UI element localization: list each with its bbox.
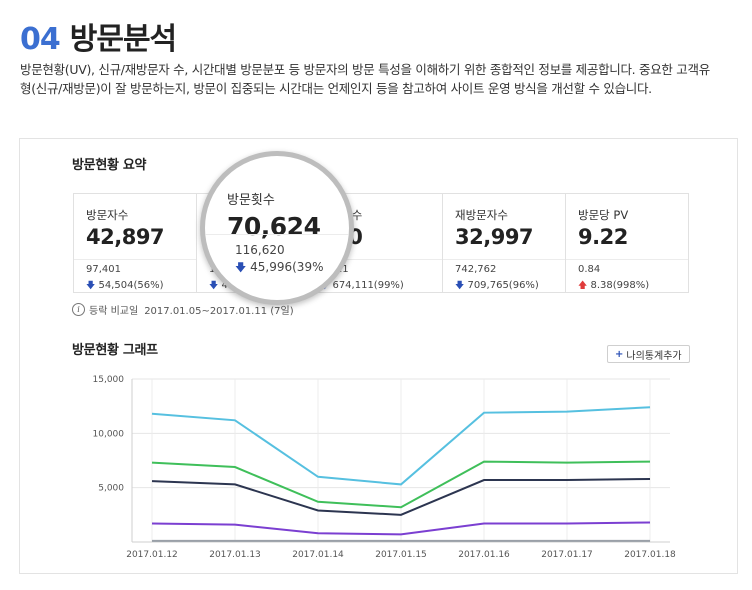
add-my-stats-button[interactable]: + 나의통계추가	[607, 345, 690, 363]
cell-change: 🡅 8.38(998%)	[578, 280, 650, 291]
summary-cell-pv: 방문당 PV 9.22 0.84 🡅 8.38(998%)	[566, 194, 688, 292]
cell-change-value: 54,504(56%)	[98, 280, 164, 291]
section-number: 04	[20, 22, 61, 57]
cell-label: 재방문자수	[455, 208, 508, 222]
compare-range: 2017.01.05~2017.01.11 (7일)	[144, 306, 294, 317]
compare-label: 등락 비교일	[89, 306, 139, 317]
page-title: 방문분석	[69, 22, 177, 57]
magnifier-divider	[205, 234, 349, 235]
magnifier-label: 방문횟수	[227, 193, 275, 208]
cell-label: 방문당 PV	[578, 208, 629, 222]
arrow-up-icon: 🡅	[578, 281, 588, 291]
magnifier-change: 🡇 45,996(39%	[235, 260, 324, 274]
x-tick-label: 2017.01.12	[126, 550, 178, 560]
cell-divider	[74, 259, 196, 260]
x-tick-label: 2017.01.18	[624, 550, 676, 560]
cell-divider	[443, 259, 565, 260]
magnifier-lens: 방문횟수 70,624 116,620 🡇 45,996(39%	[200, 151, 354, 305]
arrow-down-icon: 🡇	[235, 261, 247, 274]
magnifier-value: 70,624	[227, 212, 321, 241]
series-line-3	[151, 521, 651, 536]
cell-divider	[320, 259, 442, 260]
cell-value: 32,997	[455, 225, 534, 249]
summary-cell-visitors: 방문자수 42,897 97,401 🡇 54,504(56%)	[74, 194, 197, 292]
series-line-0	[151, 406, 651, 486]
cell-change-partial: 🡇 4	[209, 280, 228, 291]
cell-change: 🡇 709,765(96%)	[455, 280, 539, 291]
series-line-1	[151, 460, 651, 509]
x-tick-label: 2017.01.14	[292, 550, 344, 560]
cell-label: 방문자수	[86, 208, 129, 222]
page-header: 04 방문분석	[20, 14, 177, 58]
x-tick-label: 2017.01.17	[541, 550, 593, 560]
info-icon: i	[72, 303, 85, 316]
cell-divider	[566, 259, 688, 260]
x-tick-label: 2017.01.13	[209, 550, 261, 560]
compare-note: i 등락 비교일 2017.01.05~2017.01.11 (7일)	[72, 302, 294, 317]
cell-prev: 742,762	[455, 264, 497, 275]
x-tick-label: 2017.01.16	[458, 550, 510, 560]
arrow-down-icon: 🡇	[86, 281, 96, 291]
cell-prev: 97,401	[86, 264, 121, 275]
graph-title: 방문현황 그래프	[72, 343, 158, 358]
report-panel: 방문현황 요약 방문자수 42,897 97,401 🡇 54,504(56%)…	[19, 138, 738, 574]
cell-change: 🡇 54,504(56%)	[86, 278, 163, 294]
visit-line-chart: 15,000 10,000 5,000 2017.01.12 2017.01.13 201…	[93, 375, 677, 560]
summary-cell-returning: 재방문자수 32,997 742,762 🡇 709,765(96%)	[443, 194, 566, 292]
magnifier-prev: 116,620	[235, 243, 285, 257]
add-my-stats-label: 나의통계추가	[626, 350, 682, 362]
magnifier-content: 방문횟수 70,624	[227, 189, 349, 241]
cell-value: 42,897	[86, 225, 165, 249]
y-tick-label: 5,000	[98, 484, 124, 494]
y-tick-label: 10,000	[93, 429, 125, 439]
summary-title: 방문현황 요약	[72, 158, 147, 173]
x-tick-label: 2017.01.15	[375, 550, 427, 560]
arrow-down-icon: 🡇	[209, 281, 219, 291]
series-line-2	[151, 477, 651, 516]
y-tick-label: 15,000	[93, 375, 125, 385]
arrow-down-icon: 🡇	[455, 281, 465, 291]
plus-icon: +	[615, 348, 624, 360]
cell-value: 9.22	[578, 225, 628, 249]
page-description: 방문현황(UV), 신규/재방문자 수, 시간대별 방문분포 등 방문자의 방문…	[20, 62, 710, 96]
cell-prev: 0.84	[578, 264, 601, 275]
